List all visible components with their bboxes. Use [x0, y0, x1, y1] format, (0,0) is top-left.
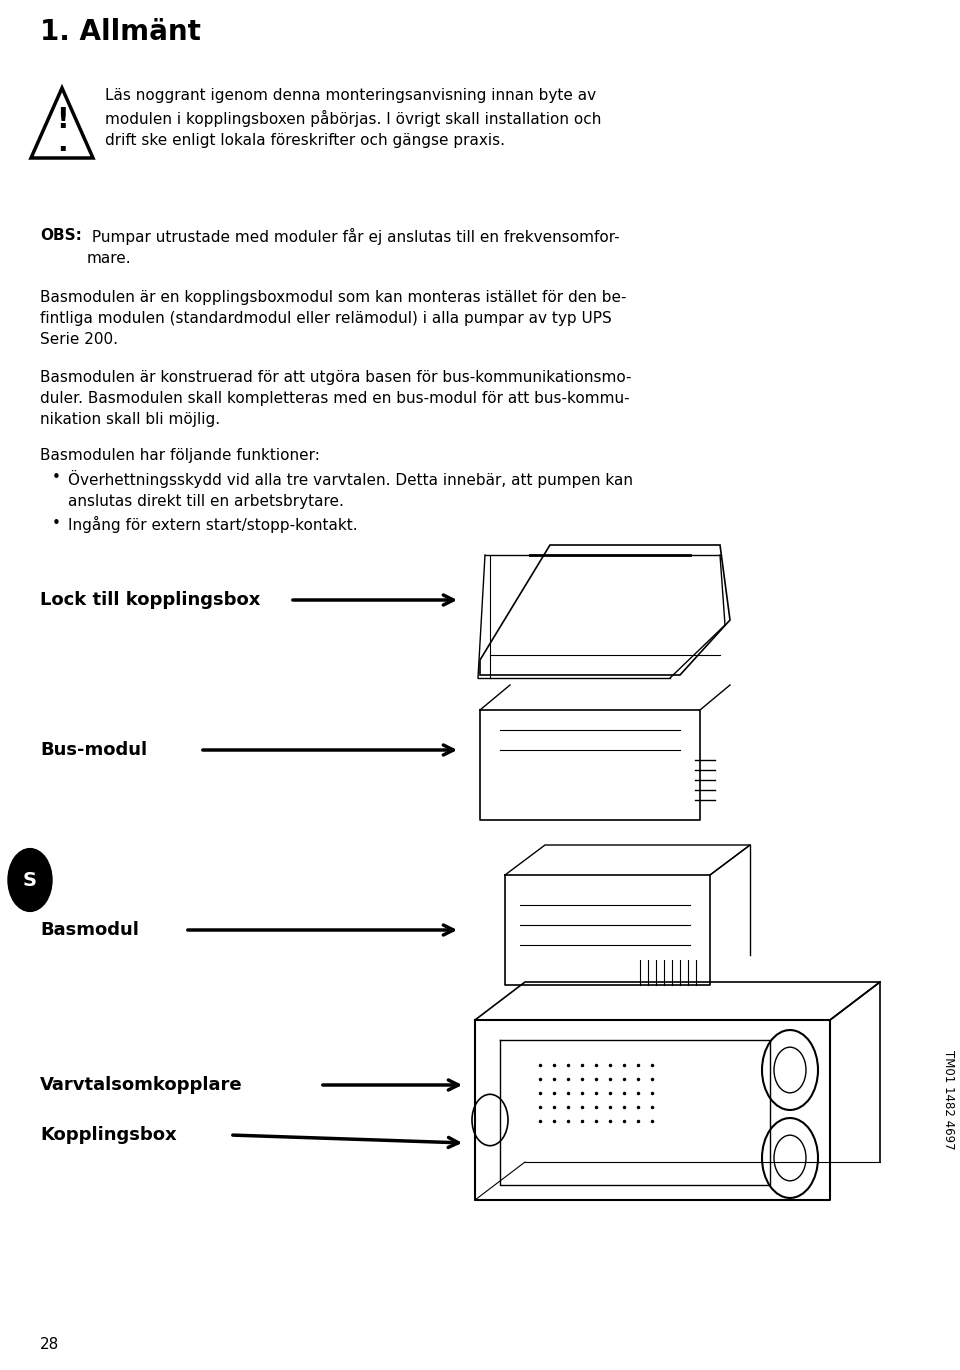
Text: Basmodulen är konstruerad för att utgöra basen för bus-kommunikationsmo-
duler. : Basmodulen är konstruerad för att utgöra… — [40, 370, 632, 427]
Text: •: • — [52, 470, 60, 485]
Text: OBS:: OBS: — [40, 227, 82, 242]
Text: Basmodulen är en kopplingsboxmodul som kan monteras istället för den be-
fintlig: Basmodulen är en kopplingsboxmodul som k… — [40, 290, 627, 347]
Text: •: • — [52, 516, 60, 532]
Text: .: . — [57, 129, 67, 156]
Text: Bus-modul: Bus-modul — [40, 741, 147, 759]
Text: Överhettningsskydd vid alla tre varvtalen. Detta innebär, att pumpen kan
ansluta: Överhettningsskydd vid alla tre varvtale… — [68, 470, 633, 510]
Text: Ingång för extern start/stopp-kontakt.: Ingång för extern start/stopp-kontakt. — [68, 516, 358, 533]
Text: S: S — [23, 870, 37, 889]
Circle shape — [8, 848, 52, 911]
Text: Basmodulen har följande funktioner:: Basmodulen har följande funktioner: — [40, 448, 320, 463]
Text: 28: 28 — [40, 1337, 60, 1352]
Text: Lock till kopplingsbox: Lock till kopplingsbox — [40, 590, 260, 610]
Text: Varvtalsomkopplare: Varvtalsomkopplare — [40, 1075, 243, 1095]
Text: 1. Allmänt: 1. Allmänt — [40, 18, 202, 47]
Text: Kopplingsbox: Kopplingsbox — [40, 1126, 177, 1144]
Text: TM01 1482 4697: TM01 1482 4697 — [942, 1051, 955, 1149]
Text: Pumpar utrustade med moduler får ej anslutas till en frekvensomfor-
mare.: Pumpar utrustade med moduler får ej ansl… — [87, 227, 619, 266]
Text: !: ! — [56, 105, 68, 133]
Text: Basmodul: Basmodul — [40, 921, 139, 938]
Text: Läs noggrant igenom denna monteringsanvisning innan byte av
modulen i kopplingsb: Läs noggrant igenom denna monteringsanvi… — [105, 88, 601, 148]
